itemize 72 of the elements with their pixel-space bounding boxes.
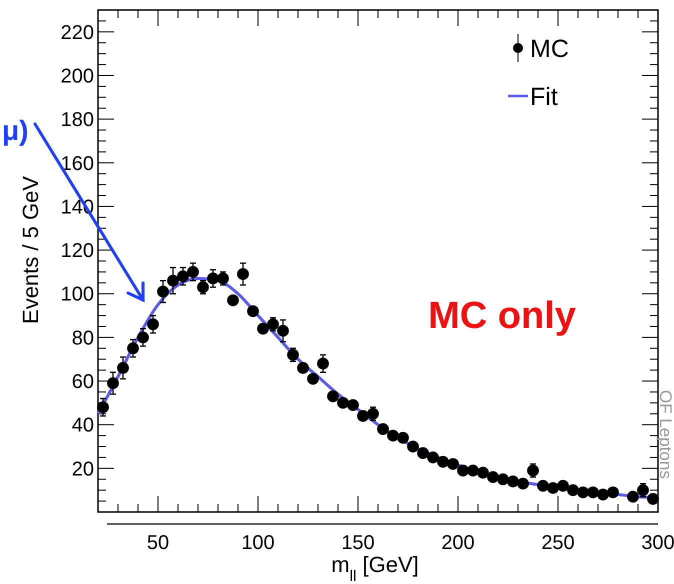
point xyxy=(237,268,249,280)
point xyxy=(97,401,109,414)
y-tick-label: 60 xyxy=(72,371,94,394)
annotation: OF Leptons xyxy=(656,390,674,479)
point xyxy=(437,456,449,468)
point xyxy=(397,432,409,444)
point xyxy=(377,423,389,435)
point xyxy=(457,464,469,476)
point xyxy=(337,396,349,409)
point xyxy=(297,362,309,374)
y-tick-label: 220 xyxy=(60,22,94,44)
point xyxy=(497,473,509,486)
point xyxy=(357,410,369,422)
point xyxy=(587,486,599,498)
x-tick-label: 150 xyxy=(341,532,375,554)
point xyxy=(597,488,609,500)
point xyxy=(487,471,499,483)
point xyxy=(387,430,399,442)
y-axis-title: Events / 5 GeV xyxy=(18,176,43,324)
x-tick-label: 250 xyxy=(541,532,575,554)
point xyxy=(187,266,199,278)
point xyxy=(627,490,639,503)
point xyxy=(427,452,439,464)
text: μ) xyxy=(2,115,28,146)
point xyxy=(607,486,619,498)
point xyxy=(127,342,139,354)
x-tick-label: 300 xyxy=(641,532,674,554)
point xyxy=(467,464,479,476)
x-tick-label: 200 xyxy=(441,532,475,554)
x-axis-title: m$_{ll}$ [GeV] xyxy=(331,552,419,584)
y-tick-label: 80 xyxy=(72,327,94,350)
point xyxy=(317,358,329,370)
y-tick-label: 20 xyxy=(72,458,94,480)
point xyxy=(247,305,259,318)
point xyxy=(177,270,189,282)
point xyxy=(567,484,579,496)
point xyxy=(547,482,559,494)
point xyxy=(147,318,159,330)
point xyxy=(167,274,179,287)
point xyxy=(267,318,279,330)
annotation: MC only xyxy=(428,295,576,337)
point xyxy=(577,486,589,498)
point xyxy=(307,372,319,385)
legend-label: Fit xyxy=(530,83,558,111)
point xyxy=(517,478,529,490)
point xyxy=(557,480,569,492)
point xyxy=(157,286,169,298)
point xyxy=(347,399,359,411)
point xyxy=(257,322,269,335)
point xyxy=(507,476,519,488)
x-tick-label: 100 xyxy=(241,532,275,554)
y-tick-label: 200 xyxy=(60,65,94,88)
point xyxy=(277,324,289,337)
y-tick-label: 160 xyxy=(60,152,94,175)
point xyxy=(407,440,419,452)
point xyxy=(447,458,459,470)
point xyxy=(327,390,339,402)
legend-label: MC xyxy=(530,35,569,63)
point xyxy=(647,493,659,505)
point xyxy=(537,480,549,492)
y-tick-label: 100 xyxy=(60,284,94,306)
x-tick-label: 50 xyxy=(146,532,170,554)
y-tick-label: 40 xyxy=(72,414,94,437)
point xyxy=(107,377,119,390)
y-tick-label: 120 xyxy=(60,240,94,262)
point xyxy=(417,447,429,459)
point xyxy=(477,466,489,479)
y-tick-label: 180 xyxy=(60,109,94,132)
point xyxy=(117,362,129,374)
point xyxy=(207,272,219,284)
point xyxy=(227,294,239,306)
point xyxy=(137,331,149,344)
